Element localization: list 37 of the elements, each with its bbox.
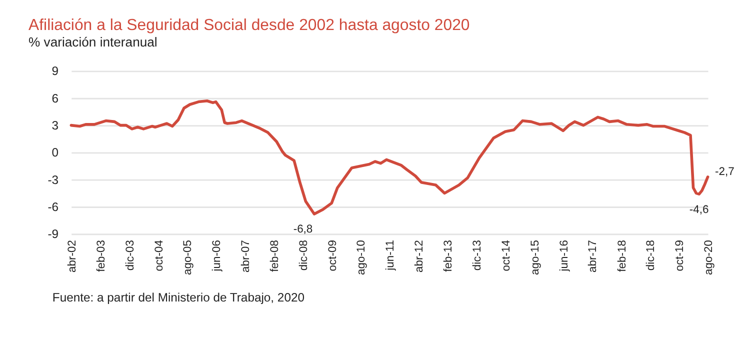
y-tick-label: -9: [48, 227, 59, 242]
x-tick-label: oct-04: [153, 240, 166, 272]
annotation: -4,6: [689, 204, 709, 216]
x-tick-label: oct-14: [500, 240, 512, 272]
x-tick-label: ago-10: [356, 240, 368, 275]
y-tick-label: -6: [48, 200, 59, 214]
x-tick-label: jun-06: [211, 240, 224, 272]
annotation: -6,8: [293, 224, 313, 236]
y-tick-label: 3: [52, 118, 59, 133]
x-tick-label: dic-03: [124, 240, 136, 271]
y-tick-label: 0: [52, 146, 59, 160]
y-tick-label: -3: [48, 172, 59, 187]
chart-title: Afiliación a la Seguridad Social desde 2002 hasta agosto 2020: [28, 16, 470, 34]
x-tick-label: oct-09: [326, 240, 339, 272]
x-tick-label: ago-15: [529, 240, 542, 275]
x-tick-label: feb-13: [442, 240, 455, 272]
x-tick-label: abr-02: [66, 240, 78, 272]
x-tick-label: ago-05: [182, 240, 194, 275]
x-tick-label: oct-19: [674, 240, 686, 272]
x-tick-label: jun-16: [558, 240, 570, 272]
x-tick-label: dic-18: [645, 240, 658, 271]
x-tick-label: abr-07: [240, 240, 252, 272]
x-tick-label: jun-11: [384, 240, 397, 272]
line-series: [70, 99, 710, 216]
x-tick-label: feb-18: [616, 240, 628, 272]
x-tick-label: abr-12: [414, 240, 426, 272]
chart-subtitle: % variación interanual: [28, 34, 158, 50]
x-tick-label: feb-03: [95, 240, 108, 272]
y-tick-label: 6: [52, 91, 59, 106]
x-tick-label: ago-20: [703, 240, 716, 275]
y-tick-label: 9: [52, 64, 59, 78]
x-tick-label: dic-13: [472, 240, 484, 271]
annotation: -2,7: [714, 166, 734, 178]
x-tick-label: feb-08: [269, 240, 282, 272]
source-note: Fuente: a partir del Ministerio de Trabajo, 2020: [52, 290, 305, 304]
x-tick-label: dic-08: [298, 240, 310, 271]
x-tick-label: abr-17: [587, 240, 600, 272]
